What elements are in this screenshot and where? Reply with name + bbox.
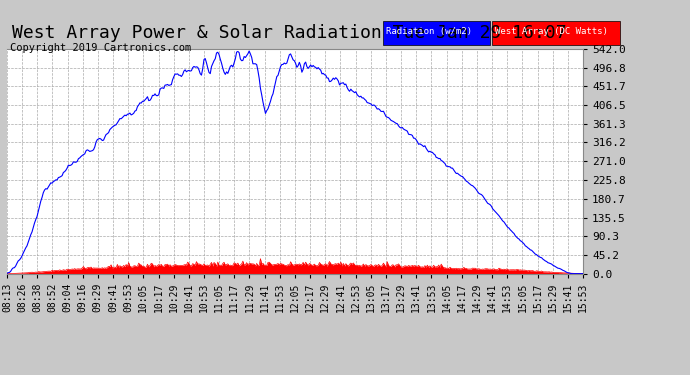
Text: West Array Power & Solar Radiation Tue Jan 29 16:07: West Array Power & Solar Radiation Tue J…: [12, 24, 567, 42]
Text: West Array (DC Watts): West Array (DC Watts): [495, 27, 609, 36]
Text: Radiation (w/m2): Radiation (w/m2): [386, 27, 473, 36]
Text: Copyright 2019 Cartronics.com: Copyright 2019 Cartronics.com: [10, 43, 192, 53]
